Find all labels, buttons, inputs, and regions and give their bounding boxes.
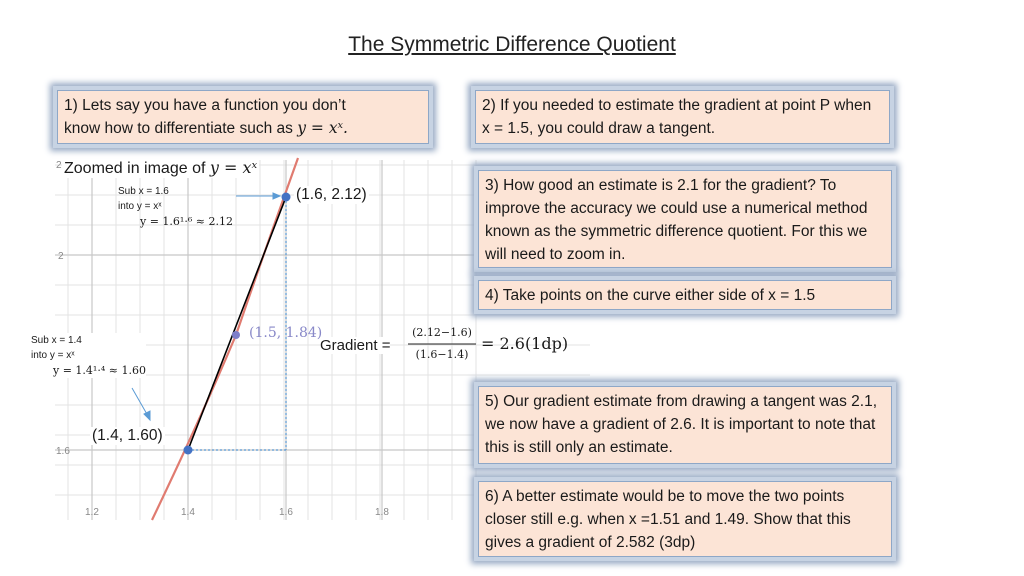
gradient-denominator: (1.6−1.4) — [415, 348, 469, 361]
gradient-label: Gradient = — [320, 337, 391, 354]
gradient-numerator: (2.12−1.6) — [412, 326, 472, 339]
chord-line — [187, 196, 287, 451]
callout-6: 6) A better estimate would be to move th… — [478, 481, 892, 557]
point-mid — [232, 331, 240, 339]
zoom-label: Zoomed in image of y = xˣ — [62, 158, 260, 178]
point-upper-label: (1.6, 2.12) — [294, 186, 369, 204]
point-lower — [183, 445, 193, 455]
y-tick-2: 2 — [58, 251, 64, 262]
x-tick-1-2: 1.2 — [85, 507, 99, 518]
point-lower-label: (1.4, 1.60) — [90, 427, 165, 445]
page-title: The Symmetric Difference Quotient — [348, 33, 676, 56]
callout-1: 1) Lets say you have a function you don’… — [57, 90, 429, 144]
arrow-lower — [131, 387, 149, 417]
point-upper — [281, 192, 291, 202]
callout-2: 2) If you needed to estimate the gradien… — [475, 90, 890, 144]
x-tick-1-6: 1.6 — [279, 507, 293, 518]
x-tick-1-4: 1.4 — [181, 507, 195, 518]
callout-4: 4) Take points on the curve either side … — [478, 280, 892, 310]
callout-5: 5) Our gradient estimate from drawing a … — [478, 386, 892, 464]
callout-3: 3) How good an estimate is 2.1 for the g… — [478, 170, 892, 268]
point-mid-label: (1.5, 1.84) — [249, 325, 323, 341]
y-tick-1-6: 1.6 — [56, 446, 70, 457]
note-lower: Sub x = 1.4 into y = xˣ y = 1.4¹·⁴ ≈ 1.6… — [31, 333, 146, 378]
x-tick-1-8: 1.8 — [375, 507, 389, 518]
gradient-result: = 2.6(1dp) — [481, 334, 569, 353]
note-upper: Sub x = 1.6 into y = xˣ y = 1.6¹·⁶ ≈ 2.1… — [118, 186, 233, 228]
